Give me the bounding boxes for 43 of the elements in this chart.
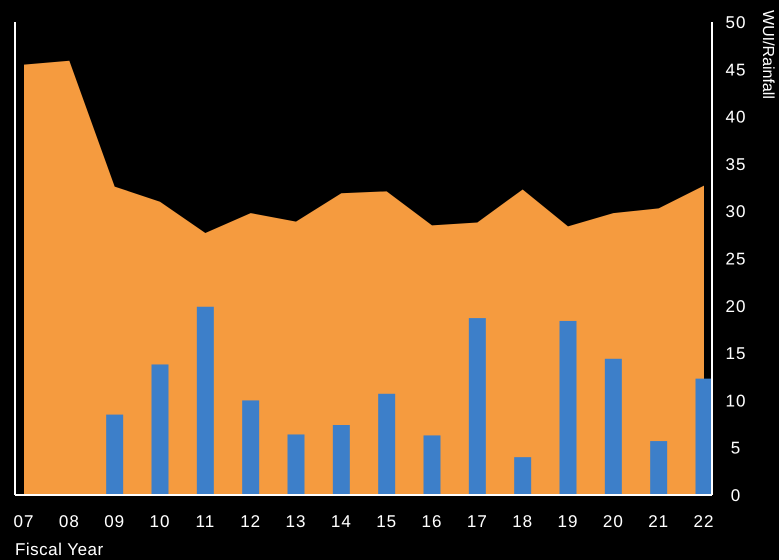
- x-tick-label: 07: [14, 512, 34, 531]
- bar: [560, 320, 576, 495]
- x-tick-label: 09: [104, 512, 126, 531]
- y-tick-label: 15: [726, 344, 746, 364]
- x-axis-title: Fiscal Year: [15, 540, 104, 559]
- x-tick-label: 19: [558, 512, 578, 531]
- x-tick-label: 18: [512, 512, 534, 531]
- x-tick-label: 15: [376, 512, 398, 531]
- y-tick-label: 0: [730, 486, 742, 505]
- x-tick-label: 11: [196, 512, 216, 531]
- x-tick-label: 22: [694, 512, 714, 531]
- x-tick-label: 17: [466, 512, 488, 531]
- x-tick-label: 13: [286, 512, 306, 531]
- x-tick-label: 14: [330, 512, 352, 531]
- y-tick-label: 45: [726, 60, 746, 80]
- y-tick-label: 10: [726, 391, 746, 410]
- y-tick-label: 40: [726, 108, 746, 127]
- bar: [650, 441, 668, 495]
- bar: [196, 306, 214, 495]
- x-tick-label: 08: [58, 512, 80, 531]
- bar: [152, 364, 168, 495]
- bar: [514, 457, 532, 495]
- bar: [468, 318, 486, 495]
- y-tick-label: 30: [726, 202, 746, 222]
- y-tick-label: 35: [726, 154, 746, 174]
- bar: [378, 394, 396, 495]
- bar: [424, 435, 440, 495]
- bar: [242, 400, 260, 495]
- x-tick-label: 16: [422, 512, 442, 531]
- bar: [332, 424, 350, 495]
- y-tick-label: 50: [726, 12, 746, 32]
- y-axis-title: WUI/Rainfall: [759, 10, 776, 99]
- bar: [288, 434, 304, 495]
- y-tick-label: 25: [726, 249, 746, 268]
- x-tick-label: 21: [648, 512, 670, 531]
- x-tick-label: 12: [240, 512, 262, 531]
- x-tick-label: 20: [602, 512, 624, 531]
- bar: [604, 358, 622, 495]
- x-tick-label: 10: [150, 512, 170, 531]
- bar: [696, 378, 712, 495]
- bar: [106, 414, 124, 495]
- y-tick-label: 5: [730, 438, 742, 458]
- y-tick-label: 20: [726, 296, 746, 316]
